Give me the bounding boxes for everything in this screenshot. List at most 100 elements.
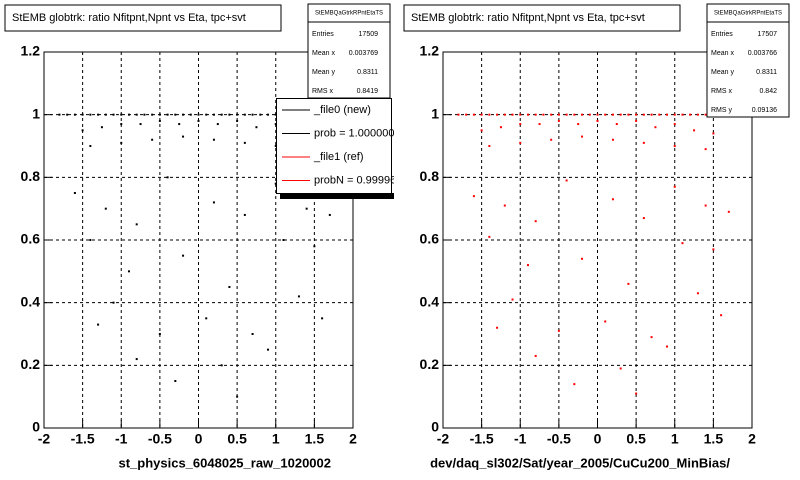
point [457,113,460,116]
point [282,239,285,241]
point [681,113,684,116]
stats-label: RMS x [711,88,733,95]
point [615,123,618,126]
y-tick-label: 1 [431,105,439,121]
point [66,113,69,116]
stats-title: StEMBQaGtrkRPntEtaTS [714,11,782,17]
point [650,336,653,339]
point [693,129,696,132]
point [538,123,541,126]
x-tick-label: -1.5 [470,431,494,447]
point [596,113,599,116]
point [604,113,607,116]
point [650,113,653,116]
y-tick-label: 0.8 [420,168,440,184]
point [557,329,560,332]
point [174,113,177,116]
point [611,198,614,201]
point [205,317,208,320]
point [519,113,522,116]
point [519,141,522,144]
x-tick-label: 2 [349,431,357,447]
point [673,113,676,116]
point [73,192,76,194]
point [228,286,231,288]
point [581,257,584,260]
legend-label: probN = 0.99996 [314,174,396,186]
point [581,113,584,116]
stats-label: Mean y [711,69,734,76]
point [720,314,723,317]
point [581,135,584,138]
point [135,223,138,226]
point [681,242,684,245]
point [81,129,84,132]
y-tick-label: 0.2 [420,356,440,372]
point [619,367,622,370]
stats-value: 0.8311 [357,69,378,76]
point [666,345,669,348]
point [220,113,223,116]
point [534,113,537,116]
point [127,113,130,116]
point [151,138,154,141]
point [89,239,92,241]
stats-value: 17509 [359,31,379,38]
x-tick-label: -1 [514,431,527,447]
point [112,301,115,304]
point [178,123,181,126]
point [236,119,239,122]
point [642,113,645,116]
point [166,176,169,179]
x-tick-label: -0.5 [547,431,571,447]
x-tick-label: 0.5 [626,431,646,447]
point [89,145,92,147]
stats-label: Entries [312,31,334,38]
point [297,295,300,298]
point [496,113,499,116]
point [255,126,258,129]
point [519,123,522,126]
point [274,113,277,116]
point [642,141,645,144]
stats-label: RMS y [711,107,733,114]
point [158,113,161,116]
legend-label: _file1 (ref) [313,151,364,163]
y-tick-label: 1 [32,105,40,121]
point [228,113,231,116]
x-tick-label: 1 [671,431,679,447]
title-box [4,4,282,32]
point [251,113,254,116]
point [666,113,669,116]
stats-value: 0.003769 [349,50,378,57]
point [158,119,161,122]
point [182,135,185,138]
stats-box [307,3,391,99]
point [488,145,491,147]
point [526,113,529,116]
y-tick-label: 0.8 [21,168,41,184]
point [488,113,491,116]
point [480,113,483,116]
x-tick-label: 0.5 [227,431,247,447]
legend-label: prob = 1.000000 [314,127,394,139]
point [112,113,115,116]
stats-label: Mean x [312,50,335,57]
y-tick-label: 0.2 [21,356,41,372]
y-tick-label: 0.6 [21,231,41,247]
point [654,126,657,129]
point [135,113,138,116]
point [534,354,537,357]
point [588,113,591,116]
point [511,113,514,116]
point [274,123,277,126]
point [267,348,270,351]
point [499,126,502,129]
point [472,113,475,116]
point [534,220,537,223]
point [259,113,262,116]
stats-value: 0.8419 [357,88,379,95]
point [274,145,277,147]
point [182,113,185,116]
